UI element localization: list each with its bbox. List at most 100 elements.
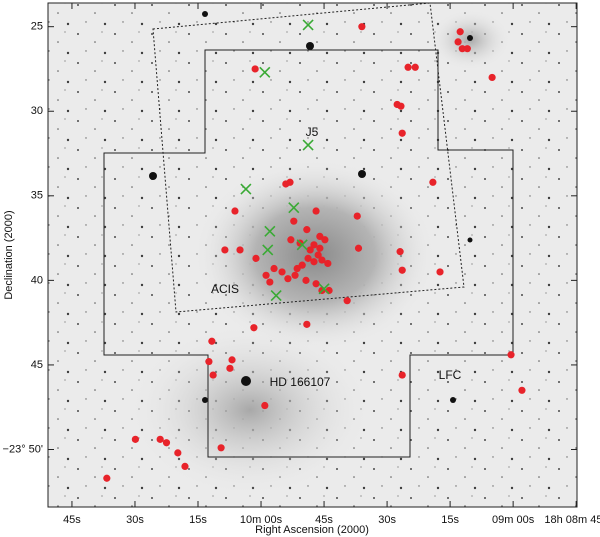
source-dot	[429, 178, 437, 186]
source-dot	[397, 102, 405, 110]
source-dot	[303, 226, 311, 234]
source-dot	[304, 254, 312, 262]
x-marker	[296, 239, 308, 251]
source-dot	[354, 244, 363, 252]
source-dot	[251, 65, 259, 73]
source-dot	[282, 180, 290, 188]
x-marker	[262, 244, 274, 256]
source-dot	[221, 246, 229, 254]
x-marker	[259, 66, 271, 78]
source-dot	[306, 246, 314, 254]
source-dot	[456, 28, 464, 36]
source-dot	[181, 462, 189, 471]
x-tick-label: 45s	[315, 514, 333, 526]
source-dot	[278, 268, 286, 276]
acis-outline	[152, 2, 465, 313]
source-dot	[284, 275, 292, 283]
source-dot	[488, 73, 496, 82]
y-tick-label: −23° 50'	[3, 443, 43, 455]
source-dot	[262, 271, 270, 279]
source-dot	[302, 276, 310, 284]
source-dot	[261, 401, 269, 410]
source-dot	[343, 297, 351, 305]
y-tick-label: 25	[31, 21, 43, 33]
sky-image	[48, 3, 577, 507]
source-dot	[396, 248, 404, 256]
annotation: J5	[306, 125, 319, 139]
x-marker	[302, 19, 314, 31]
source-dot	[310, 241, 318, 249]
source-dot	[436, 268, 444, 276]
x-marker	[288, 202, 300, 214]
source-dot	[458, 45, 466, 53]
source-dot	[398, 371, 406, 379]
source-dot	[318, 256, 326, 264]
source-dot	[156, 435, 164, 443]
source-dot	[291, 271, 299, 279]
source-dot	[312, 280, 320, 288]
x-marker	[240, 183, 252, 195]
x-marker	[302, 139, 314, 151]
source-dot	[287, 236, 295, 244]
source-dot	[250, 324, 258, 332]
x-tick-label: 15s	[189, 514, 207, 526]
y-tick-label: 40	[31, 274, 43, 286]
source-dot	[303, 320, 311, 328]
source-dot	[205, 357, 213, 366]
source-dot	[131, 435, 139, 443]
annotation: ACIS	[211, 282, 239, 296]
x-tick-label: 30s	[126, 514, 144, 526]
source-dot	[208, 337, 216, 345]
source-dot	[252, 254, 260, 262]
source-dot	[298, 261, 306, 269]
x-tick-label: 30s	[378, 514, 396, 526]
source-dot	[398, 266, 406, 274]
source-dot	[162, 439, 171, 447]
source-dot	[463, 45, 471, 53]
x-marker	[264, 225, 276, 237]
source-dot	[314, 251, 322, 259]
source-dot	[293, 264, 301, 273]
lfc-outline	[103, 49, 514, 458]
source-dot	[404, 63, 412, 71]
source-dot	[209, 371, 217, 379]
source-dot	[270, 264, 278, 273]
source-dot	[266, 278, 274, 286]
source-dot	[228, 356, 236, 364]
source-dot	[507, 351, 515, 359]
source-dot	[236, 246, 244, 254]
source-dot	[231, 207, 239, 215]
source-dot	[103, 474, 111, 482]
y-tick-label: 45	[31, 359, 43, 371]
source-dot	[316, 244, 324, 252]
x-tick-label: 09m 00s	[492, 514, 535, 526]
source-dot	[353, 212, 361, 220]
source-dot	[316, 232, 324, 240]
x-tick-label: 45s	[63, 514, 81, 526]
source-dot	[411, 63, 419, 71]
y-tick-label: 35	[31, 190, 43, 202]
y-axis-title: Declination (2000)	[3, 210, 15, 299]
source-dot	[217, 444, 225, 452]
source-dot	[226, 364, 234, 372]
x-tick-label: 18h 08m 45s	[544, 514, 600, 526]
x-marker	[318, 283, 330, 295]
annotation: LFC	[439, 368, 462, 382]
x-marker	[270, 290, 282, 302]
data-layer	[103, 19, 526, 482]
source-dot	[518, 386, 526, 394]
y-tick-label: 30	[31, 105, 43, 117]
x-tick-label: 10m 00s	[240, 514, 283, 526]
plot-frame	[47, 2, 578, 508]
annotation: HD 166107	[270, 375, 331, 389]
source-dot	[310, 258, 318, 266]
source-dot	[290, 217, 298, 225]
source-dot	[324, 259, 332, 268]
source-dot	[454, 38, 462, 46]
source-dot	[321, 236, 329, 244]
x-tick-label: 15s	[441, 514, 459, 526]
x-axis-title: Right Ascension (2000)	[255, 524, 369, 536]
source-dot	[312, 207, 320, 215]
source-dot	[398, 129, 406, 137]
